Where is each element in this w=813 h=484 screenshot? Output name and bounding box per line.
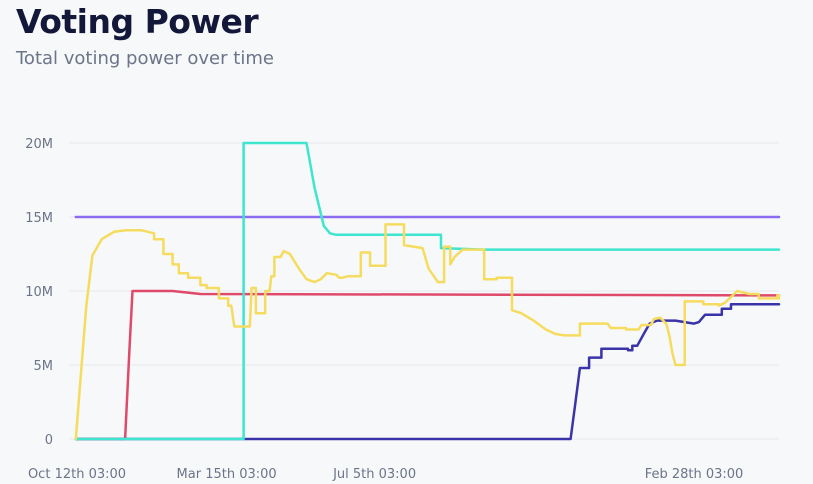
x-tick-label: Mar 15th 03:00	[177, 467, 277, 482]
y-tick-label: 5M	[34, 359, 54, 374]
y-tick-label: 15M	[25, 211, 53, 226]
series-line-3[interactable]	[74, 303, 781, 441]
y-tick-label: 0	[45, 433, 53, 448]
series-line-4[interactable]	[74, 141, 781, 441]
x-tick-label: Oct 12th 03:00	[28, 467, 126, 482]
y-tick-label: 10M	[25, 285, 53, 300]
x-tick-label: Feb 28th 03:00	[645, 467, 744, 482]
series-layer	[74, 141, 781, 441]
x-tick-label: Jul 5th 03:00	[332, 467, 416, 482]
page-subtitle: Total voting power over time	[16, 48, 274, 69]
axis-layer: 0 5M 10M 15M 20M Oct 12th 03:00 Mar 15th 03:00…	[25, 137, 743, 482]
series-line-5[interactable]	[74, 223, 781, 441]
page-title: Voting Power	[16, 2, 259, 41]
y-tick-label: 20M	[25, 137, 53, 152]
